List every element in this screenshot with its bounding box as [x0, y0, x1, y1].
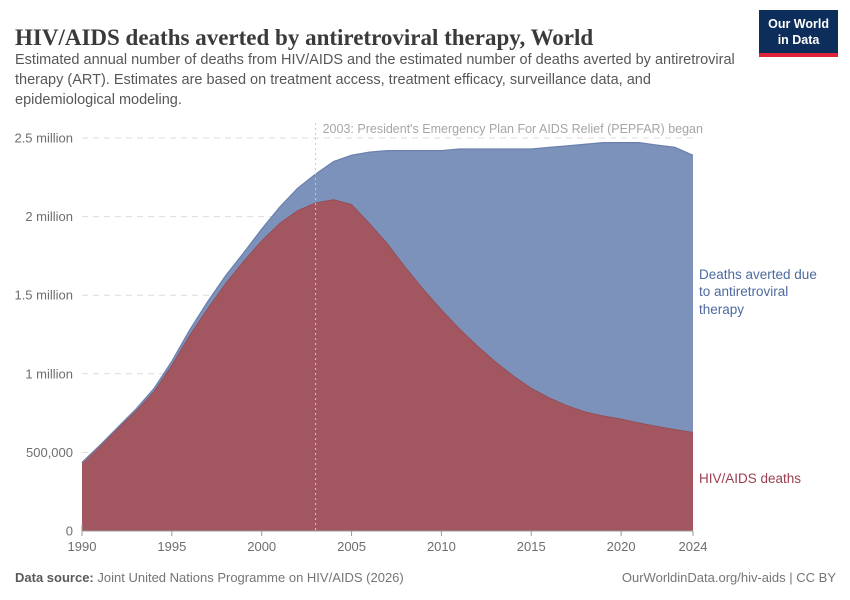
x-tick-label: 2000: [247, 539, 276, 554]
data-source-label: Data source:: [15, 570, 94, 585]
x-tick-label: 2005: [337, 539, 366, 554]
x-tick-label: 2024: [679, 539, 708, 554]
x-tick-label: 2010: [427, 539, 456, 554]
owid-logo-line1: Our World: [768, 17, 829, 31]
x-tick-label: 1990: [68, 539, 97, 554]
y-tick-label: 500,000: [26, 445, 73, 460]
y-tick-label: 1 million: [25, 366, 73, 381]
series-label-deaths-averted: Deaths averted due to antiretroviral the…: [699, 267, 817, 317]
area-deaths-averted-edge: [81, 142, 694, 464]
license-link[interactable]: OurWorldinData.org/hiv-aids | CC BY: [621, 570, 836, 585]
x-tick-label: 2020: [607, 539, 636, 554]
page-title: HIV/AIDS deaths averted by antiretrovira…: [15, 25, 594, 51]
data-source-value: Joint United Nations Programme on HIV/AI…: [97, 570, 404, 585]
series-label-hiv-deaths: HIV/AIDS deaths: [699, 471, 802, 486]
area-hiv-aids-deaths[interactable]: [82, 199, 693, 532]
x-tick-label: 2015: [517, 539, 546, 554]
chart-footer: Data source: Joint United Nations Progra…: [15, 570, 836, 585]
owid-logo-line2: in Data: [777, 32, 820, 47]
chart-svg[interactable]: 0 500,000 1 million 1.5 million 2 million 2.5…: [0, 118, 850, 560]
y-tick-label: 0: [66, 524, 73, 539]
page-subtitle: Estimated annual number of deaths from H…: [15, 52, 735, 108]
y-tick-label: 1.5 million: [14, 288, 73, 303]
owid-logo[interactable]: Our World in Data: [759, 10, 838, 58]
data-source: Data source: Joint United Nations Progra…: [15, 570, 404, 585]
y-tick-label: 2.5 million: [14, 131, 73, 146]
area-deaths-averted[interactable]: [82, 142, 693, 463]
annotation-text: 2003: President's Emergency Plan For AID…: [323, 122, 703, 136]
y-tick-label: 2 million: [25, 209, 73, 224]
x-tick-label: 1995: [157, 539, 186, 554]
